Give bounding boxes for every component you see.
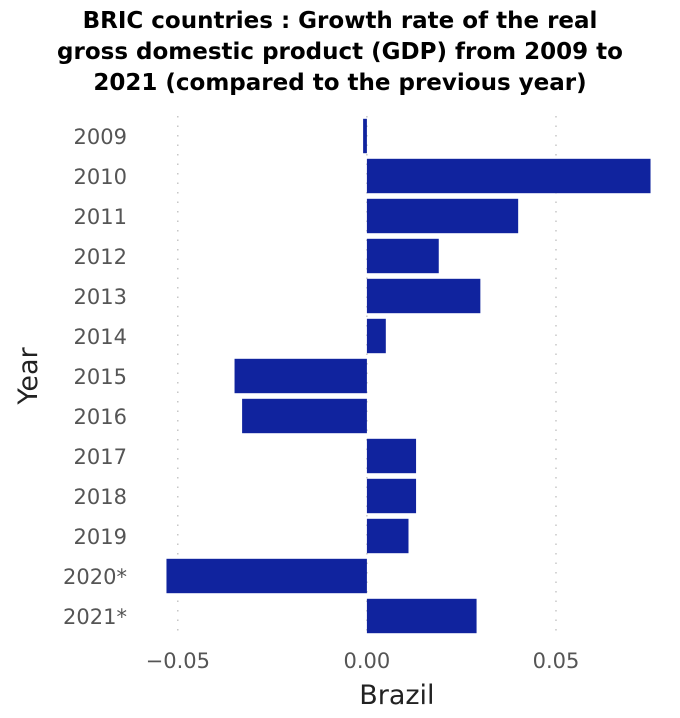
y-tick-label-2018: 2018 — [74, 485, 127, 509]
chart-title-line-3: 2021 (compared to the previous year) — [93, 70, 587, 96]
y-tick-label-2019: 2019 — [74, 525, 127, 549]
x-tick-labels: −0.05 0.00 0.05 — [146, 649, 580, 673]
y-tick-label-2020-star: 2020* — [63, 565, 127, 589]
y-tick-label-2010: 2010 — [74, 165, 127, 189]
chart-title-line-1: BRIC countries : Growth rate of the real — [82, 8, 598, 34]
bar-2010 — [366, 158, 651, 194]
y-axis-label: Year — [13, 347, 44, 406]
x-tick-label-1: 0.00 — [344, 649, 391, 673]
bar-2015 — [234, 358, 367, 394]
bars — [166, 118, 651, 634]
bar-2020-star — [166, 558, 367, 594]
chart-title: BRIC countries : Growth rate of the real… — [0, 6, 680, 99]
y-tick-label-2012: 2012 — [74, 245, 127, 269]
bar-2009 — [363, 118, 367, 154]
x-tick-label-0: −0.05 — [146, 649, 210, 673]
y-tick-label-2017: 2017 — [74, 445, 127, 469]
y-tick-label-2015: 2015 — [74, 365, 127, 389]
y-tick-label-2021-star: 2021* — [63, 605, 127, 629]
y-tick-label-2014: 2014 — [74, 325, 127, 349]
y-tick-label-2011: 2011 — [74, 205, 127, 229]
x-axis-label: Brazil — [359, 680, 434, 711]
bar-2018 — [366, 478, 417, 514]
bar-2019 — [366, 518, 409, 554]
bar-2014 — [366, 318, 386, 354]
bar-2013 — [366, 278, 481, 314]
bar-2016 — [242, 398, 367, 434]
y-tick-label-2013: 2013 — [74, 285, 127, 309]
x-tick-label-2: 0.05 — [533, 649, 580, 673]
chart-title-line-2: gross domestic product (GDP) from 2009 t… — [57, 39, 623, 65]
y-tick-label-2009: 2009 — [74, 125, 127, 149]
bar-2021-star — [366, 598, 477, 634]
bar-2011 — [366, 198, 519, 234]
bar-2012 — [366, 238, 439, 274]
y-tick-labels: 2009 2010 2011 2012 2013 2014 2015 2016 2017 2018… — [63, 125, 127, 629]
y-tick-label-2016: 2016 — [74, 405, 127, 429]
bar-2017 — [366, 438, 417, 474]
